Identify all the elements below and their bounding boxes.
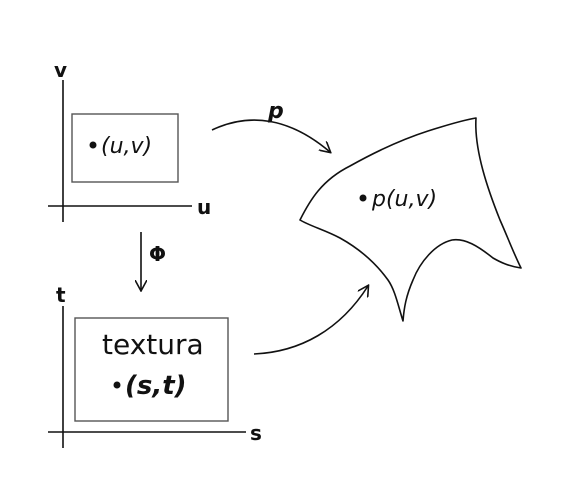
surface-point-label: p(u,v) — [371, 187, 437, 212]
p-arrow: p — [211, 99, 330, 152]
surface-outline — [299, 117, 522, 322]
uv-rectangle — [71, 113, 179, 183]
s-axis-label: s — [250, 421, 262, 445]
texture-title: textura — [102, 328, 204, 361]
surface-point-dot — [359, 194, 367, 202]
u-axis-label: u — [197, 195, 211, 219]
p-arrow-curve — [211, 119, 330, 152]
texture-rectangle — [74, 317, 229, 422]
uv-point-dot — [89, 141, 97, 149]
st-point-label: (s,t) — [125, 371, 187, 401]
texture-to-surface-arrow — [253, 286, 368, 355]
p-arrow-label: p — [267, 99, 284, 124]
uv-axes: v u — [48, 58, 211, 222]
st-point-dot — [113, 381, 121, 389]
surface: p(u,v) — [299, 117, 522, 322]
uv-point-label: (u,v) — [101, 134, 152, 159]
uv-box: (u,v) — [71, 113, 179, 183]
phi-arrow: Φ — [141, 232, 166, 290]
v-axis-label: v — [54, 58, 67, 82]
st-axes: t s — [48, 283, 262, 448]
t-axis-label: t — [56, 283, 66, 307]
phi-arrow-label: Φ — [149, 242, 166, 266]
texture-box: textura (s,t) — [74, 317, 229, 422]
